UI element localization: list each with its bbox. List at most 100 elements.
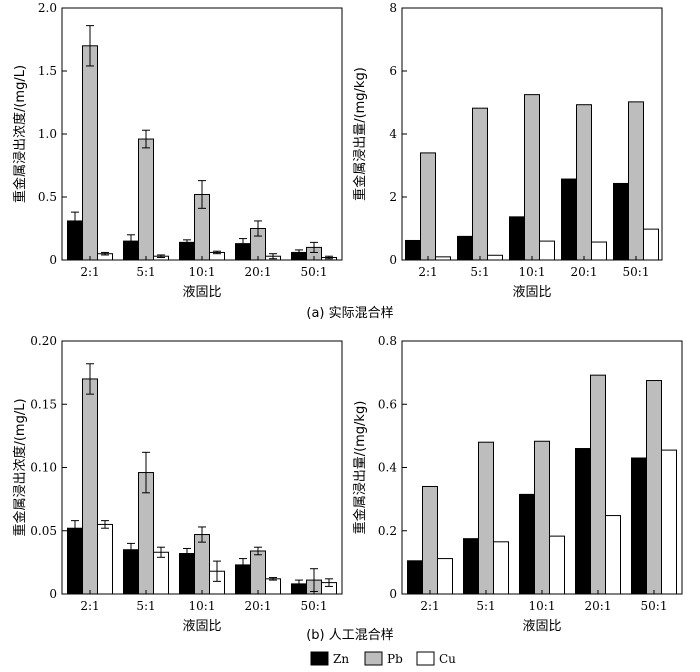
chart-b-left: 0 0.05 0.10 0.15 0.20 2:1 5:1 10:1 20:1 50:1 液固比 重金… bbox=[12, 334, 343, 634]
error-bar-zn-2 bbox=[183, 547, 191, 560]
x-tick-label: 20:1 bbox=[245, 265, 272, 279]
bar-pb-4 bbox=[646, 380, 662, 595]
bar-zn-2 bbox=[509, 216, 525, 261]
y-tick-label: 1.5 bbox=[38, 64, 57, 78]
error-bar-cu-1 bbox=[157, 546, 165, 558]
x-tick-label: 50:1 bbox=[623, 265, 650, 279]
bar-cu-0 bbox=[437, 558, 453, 595]
bar-cu-3 bbox=[605, 515, 621, 595]
bar-pb-2 bbox=[524, 94, 540, 261]
x-tick-label: 2:1 bbox=[420, 599, 439, 613]
y-axis-label: 重金属浸出浓度/(mg/L) bbox=[12, 398, 28, 536]
y-tick-label: 0 bbox=[389, 587, 397, 601]
bar-pb-3 bbox=[576, 104, 592, 261]
x-tick-label: 50:1 bbox=[301, 265, 328, 279]
y-tick-label: 6 bbox=[389, 64, 397, 78]
x-tick-label: 20:1 bbox=[571, 265, 598, 279]
error-bar-cu-0 bbox=[101, 251, 109, 256]
y-tick-label: 0.2 bbox=[378, 524, 397, 538]
chart-b-right: 0 0.2 0.4 0.6 0.8 2:1 5:1 10:1 20:1 50:1 液固比 重金属浸出量… bbox=[352, 334, 683, 634]
error-bar-zn-1 bbox=[127, 234, 135, 248]
y-tick-label: 0.05 bbox=[30, 524, 57, 538]
legend-item-cu: Cu bbox=[416, 651, 456, 666]
bar-cu-2 bbox=[549, 535, 565, 595]
error-bar-zn-0 bbox=[71, 211, 79, 231]
bar-cu-1 bbox=[487, 254, 503, 261]
bar-cu-0 bbox=[97, 523, 113, 595]
error-bar-zn-1 bbox=[127, 542, 135, 557]
error-bar-cu-3 bbox=[269, 253, 277, 260]
bar-pb-0 bbox=[420, 152, 436, 261]
bar-pb-3 bbox=[590, 374, 606, 595]
error-bar-cu-2 bbox=[213, 250, 221, 255]
bar-zn-0 bbox=[405, 239, 421, 261]
x-tick-label: 2:1 bbox=[80, 265, 99, 279]
bar-pb-2 bbox=[534, 440, 550, 595]
y-tick-label: 0 bbox=[49, 253, 57, 267]
y-tick-label: 0.4 bbox=[378, 461, 397, 475]
x-tick-label: 20:1 bbox=[245, 599, 272, 613]
caption-a: (a) 实际混合样 bbox=[306, 306, 393, 321]
y-axis-label: 重金属浸出量/(mg/kg) bbox=[352, 401, 368, 535]
bar-zn-4 bbox=[613, 182, 629, 261]
legend-label-pb: Pb bbox=[387, 652, 403, 666]
y-tick-label: 4 bbox=[389, 127, 397, 141]
caption-b: (b) 人工混合样 bbox=[306, 628, 394, 643]
y-tick-label: 1.0 bbox=[38, 127, 57, 141]
error-bar-pb-2 bbox=[198, 180, 206, 209]
x-axis-label: 液固比 bbox=[182, 285, 221, 300]
error-bar-pb-0 bbox=[86, 25, 94, 67]
y-tick-label: 8 bbox=[389, 1, 397, 15]
error-bar-cu-4 bbox=[325, 578, 333, 587]
bar-pb-4 bbox=[628, 101, 644, 261]
error-bar-cu-1 bbox=[157, 254, 165, 258]
error-bar-zn-3 bbox=[239, 238, 247, 250]
error-bar-pb-3 bbox=[254, 220, 262, 237]
bar-zn-1 bbox=[457, 235, 473, 261]
bar-pb-0 bbox=[82, 378, 98, 595]
bar-cu-3 bbox=[591, 241, 607, 261]
y-tick-label: 0.5 bbox=[38, 190, 57, 204]
bar-zn-0 bbox=[407, 560, 423, 595]
x-tick-label: 10:1 bbox=[519, 265, 546, 279]
bar-cu-3 bbox=[265, 578, 281, 595]
y-tick-label: 2 bbox=[389, 190, 397, 204]
bar-cu-2 bbox=[539, 240, 555, 261]
y-axis-label: 重金属浸出浓度/(mg/L) bbox=[12, 65, 28, 203]
legend-item-pb: Pb bbox=[364, 651, 403, 666]
x-tick-label: 50:1 bbox=[641, 599, 668, 613]
bar-zn-2 bbox=[519, 493, 535, 595]
legend-swatch-pb bbox=[364, 651, 383, 666]
error-bar-pb-4 bbox=[310, 241, 318, 253]
bar-pb-1 bbox=[478, 441, 494, 595]
charts-layer: 00.51.01.52.02:1 5:1 10:1 20:1 50:1液固比重金属浸出浓… bbox=[12, 1, 683, 634]
bar-zn-1 bbox=[463, 538, 479, 595]
x-tick-label: 50:1 bbox=[301, 599, 328, 613]
x-tick-label: 2:1 bbox=[418, 265, 437, 279]
error-bar-zn-3 bbox=[239, 558, 247, 572]
y-tick-label: 0.20 bbox=[30, 334, 57, 348]
x-tick-label: 5:1 bbox=[476, 599, 495, 613]
legend: Zn Pb Cu bbox=[310, 651, 456, 666]
legend-item-zn: Zn bbox=[310, 651, 349, 666]
legend-swatch-cu bbox=[416, 651, 435, 666]
y-tick-label: 0 bbox=[389, 253, 397, 267]
bar-cu-1 bbox=[493, 541, 509, 595]
legend-swatch-zn bbox=[310, 651, 329, 666]
error-bar-cu-0 bbox=[101, 520, 109, 529]
y-tick-label: 0.15 bbox=[30, 397, 57, 411]
x-axis-label: 液固比 bbox=[512, 285, 551, 300]
bar-zn-0 bbox=[67, 527, 83, 595]
x-tick-label: 2:1 bbox=[80, 599, 99, 613]
legend-label-zn: Zn bbox=[333, 652, 349, 666]
bar-zn-3 bbox=[561, 178, 577, 261]
y-tick-label: 0.6 bbox=[378, 397, 397, 411]
bar-cu-4 bbox=[661, 449, 677, 595]
x-tick-label: 5:1 bbox=[136, 265, 155, 279]
bar-pb-1 bbox=[472, 107, 488, 261]
chart-a-left: 0 0.5 1.0 1.5 2.0 2:1 5:1 10:1 20:1 50:1 液固比 重金属浸出浓… bbox=[12, 1, 343, 300]
x-tick-label: 5:1 bbox=[470, 265, 489, 279]
bar-zn-4 bbox=[631, 457, 647, 595]
error-bar-pb-2 bbox=[198, 526, 206, 543]
